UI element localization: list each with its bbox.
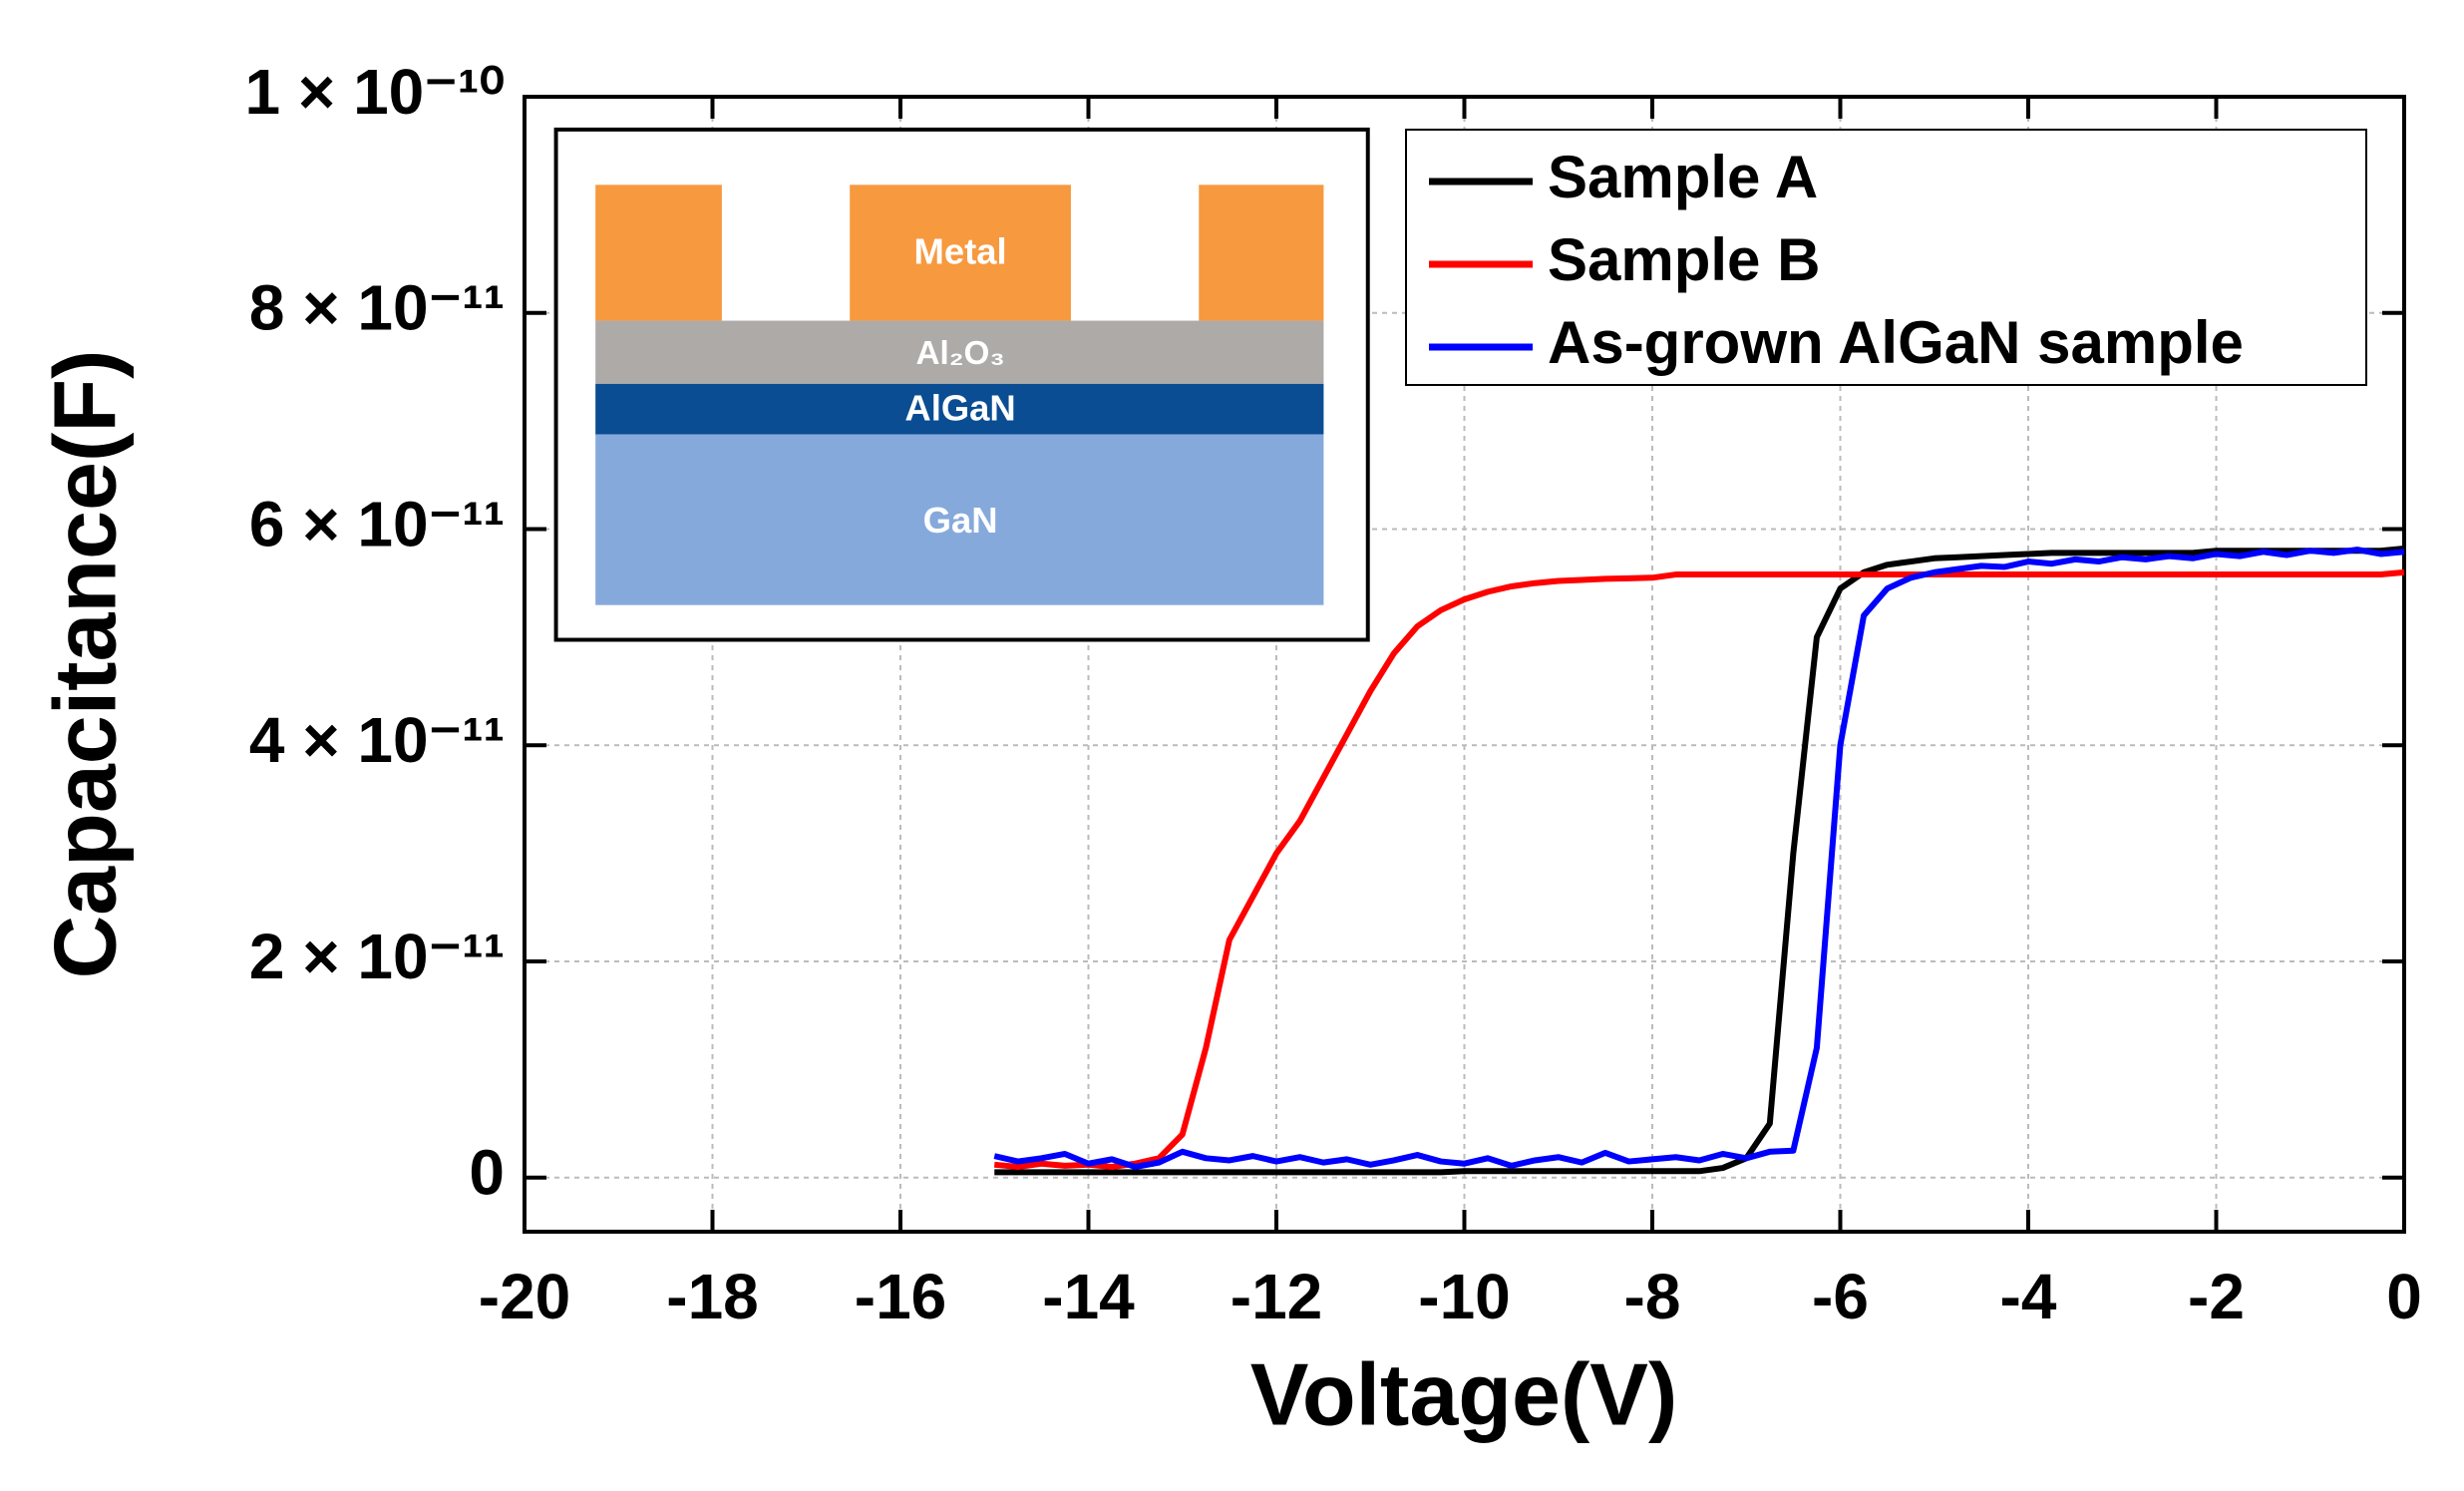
plot: -20 -18 -16 -14 -12 -10 -8 -6 -4 -2 002 × 10⁻¹¹4 ×… (245, 56, 2422, 1332)
inset-label: Metal (914, 231, 1007, 272)
x-tick-label: -16 (855, 1261, 947, 1332)
legend-label: Sample A (1548, 144, 1818, 210)
legend-label: As-grown AlGaN sample (1548, 309, 2244, 376)
inset-label: GaN (923, 500, 998, 541)
data-line (993, 547, 2405, 1170)
y-tick-label: 1 × 10⁻¹⁰ (245, 56, 505, 128)
x-tick-label: -6 (1812, 1261, 1869, 1332)
x-tick-label: -10 (1418, 1261, 1511, 1332)
metal-pad (850, 185, 1071, 321)
metal-pad (595, 185, 722, 321)
x-axis-label: Voltage(V) (1250, 1344, 1678, 1443)
y-axis-label: Capacitance(F) (35, 350, 134, 979)
inset-label: AlGaN (904, 387, 1015, 428)
x-tick-label: -20 (479, 1261, 571, 1332)
gan-layer (595, 434, 1324, 605)
y-tick-label: 6 × 10⁻¹¹ (249, 488, 505, 559)
inset: Metal Al₂O₃ AlGaN GaN (553, 127, 1370, 642)
metal-pad (1199, 185, 1324, 321)
x-tick-label: -2 (2188, 1261, 2245, 1332)
legend-frame (1405, 129, 2367, 386)
y-tick-label: 2 × 10⁻¹¹ (249, 921, 505, 992)
y-tick-label: 4 × 10⁻¹¹ (249, 704, 505, 776)
inset-label: Al₂O₃ (915, 335, 1004, 372)
data-line (993, 568, 2405, 1170)
al2o3-layer (595, 320, 1324, 384)
plot-frame (523, 95, 2406, 1234)
x-tick-label: -12 (1231, 1261, 1323, 1332)
x-tick-label: -18 (666, 1261, 759, 1332)
legend: Sample A Sample B As-grown AlGaN sample (1405, 129, 2367, 386)
algan-layer (595, 383, 1324, 435)
y-tick-label: 8 × 10⁻¹¹ (249, 272, 505, 344)
x-tick-label: -8 (1624, 1261, 1681, 1332)
y-tick-label: 0 (469, 1137, 505, 1209)
x-tick-label: 0 (2386, 1261, 2422, 1332)
x-tick-label: -4 (2000, 1261, 2057, 1332)
data-line (994, 546, 2405, 1176)
x-tick-label: -14 (1042, 1261, 1135, 1332)
legend-label: Sample B (1548, 226, 1820, 293)
